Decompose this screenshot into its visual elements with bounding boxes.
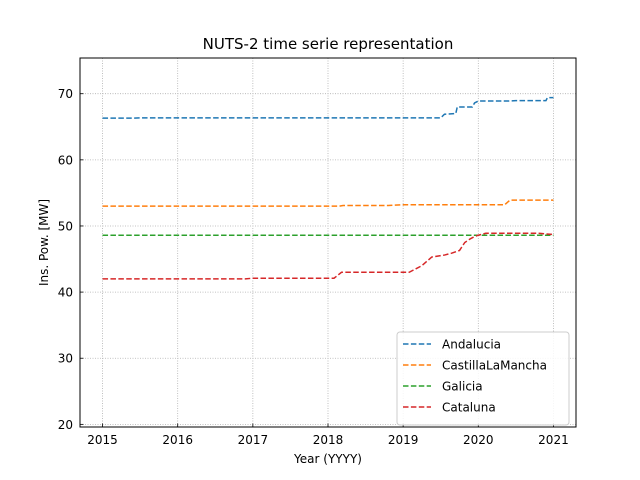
x-tick-label: 2015: [87, 433, 118, 447]
legend: Andalucia CastillaLaMancha Galicia Cataluna: [396, 331, 570, 426]
series-line-andalucia: [102, 96, 554, 119]
x-axis-label: Year (YYYY): [293, 452, 362, 466]
legend-label: Andalucia: [442, 338, 501, 352]
legend-label: Cataluna: [442, 401, 496, 415]
series-line-castillalamancha: [102, 199, 554, 207]
x-tick-label: 2016: [162, 433, 193, 447]
series-lines: [102, 96, 554, 280]
y-tick-label: 50: [58, 219, 73, 233]
y-tick-label: 60: [58, 153, 73, 167]
y-tick-label: 70: [58, 87, 73, 101]
x-tick-label: 2019: [388, 433, 419, 447]
x-tick-label: 2021: [538, 433, 569, 447]
y-axis-label: Ins. Pow. [MW]: [37, 199, 51, 286]
legend-label: Galicia: [442, 380, 483, 394]
y-tick-label: 20: [58, 418, 73, 432]
chart-title: NUTS-2 time serie representation: [203, 35, 454, 53]
x-tick-label: 2017: [238, 433, 269, 447]
legend-label: CastillaLaMancha: [442, 359, 547, 373]
axis-ticks: 2015 2016 2017 2018 2019 2020 2021 20 30 40 50 60 70: [58, 87, 569, 447]
y-tick-label: 40: [58, 286, 73, 300]
x-tick-label: 2020: [463, 433, 494, 447]
legend-box: [396, 331, 570, 426]
series-line-cataluna: [102, 232, 554, 280]
y-tick-label: 30: [58, 352, 73, 366]
x-tick-label: 2018: [313, 433, 344, 447]
